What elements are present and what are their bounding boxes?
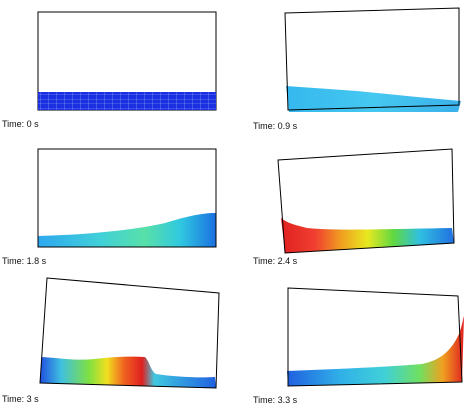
time-label: Time: 0.9 s: [253, 121, 298, 131]
tank-diagram: [37, 11, 217, 111]
time-label: Time: 0 s: [2, 119, 39, 129]
fluid-surface: [286, 86, 461, 112]
simulation-frame-2-4s: Time: 2.4 s: [237, 137, 474, 274]
simulation-frame-3-3s: Time: 3.3 s: [237, 274, 474, 411]
tank-diagram: [284, 7, 461, 112]
time-label: Time: 1.8 s: [2, 256, 47, 266]
time-label: Time: 3.3 s: [253, 395, 298, 405]
tank-outline: [287, 287, 463, 387]
tank-outline: [39, 277, 220, 389]
simulation-frame-3s: Time: 3 s: [0, 274, 237, 411]
tank-diagram: [287, 287, 464, 387]
simulation-frame-1-8s: Time: 1.8 s: [0, 137, 237, 274]
fluid-mesh: [38, 92, 216, 110]
fluid-surface: [38, 213, 216, 247]
simulation-frame-0s: Time: 0 s: [0, 0, 237, 137]
tank-diagram: [277, 148, 455, 254]
tank-outline: [284, 7, 460, 111]
fluid-surface: [281, 218, 454, 253]
simulation-frame-0-9s: Time: 0.9 s: [237, 0, 474, 137]
fluid-surface: [287, 316, 464, 386]
time-label: Time: 2.4 s: [253, 256, 298, 266]
fluid-surface: [40, 356, 216, 388]
tank-diagram: [37, 148, 217, 248]
tank-outline: [277, 148, 455, 254]
tank-outline: [37, 148, 217, 248]
time-label: Time: 3 s: [2, 394, 39, 404]
tank-diagram: [39, 277, 220, 389]
